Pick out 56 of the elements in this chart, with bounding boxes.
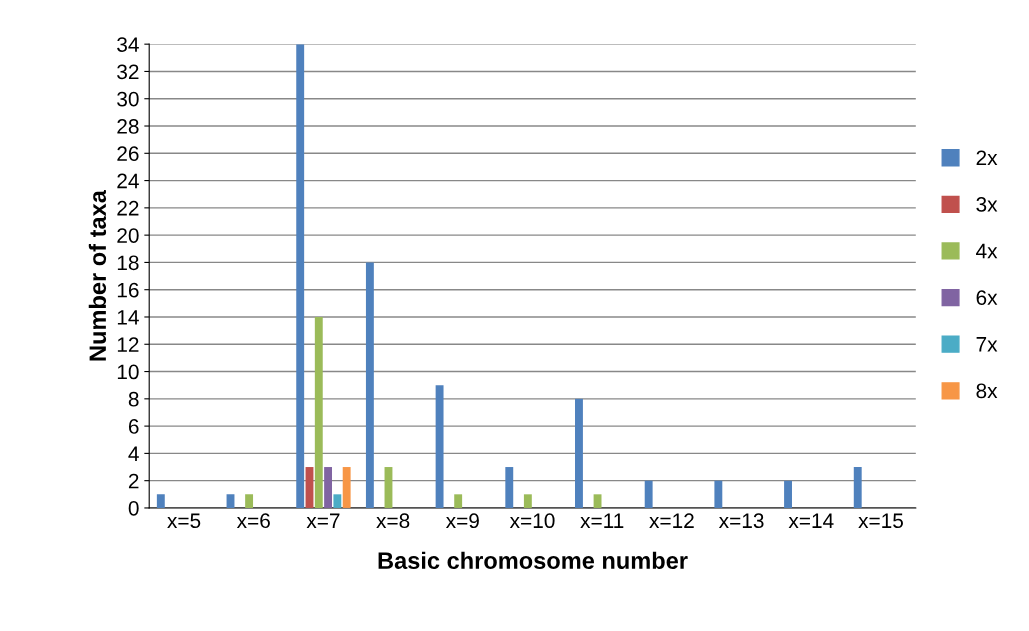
y-tick-label: 24 — [117, 173, 139, 189]
y-tick-label: 12 — [117, 337, 139, 352]
y-tick-label: 16 — [117, 282, 139, 298]
x-tick-label: x=15 — [858, 513, 903, 529]
bar — [342, 467, 351, 508]
bar — [575, 398, 583, 508]
bar — [435, 385, 444, 508]
x-tick-label: x=10 — [509, 513, 555, 529]
y-tick-label: 18 — [117, 255, 139, 271]
y-tick-label: 2 — [128, 473, 139, 489]
bar — [505, 467, 514, 508]
y-tick-label: 0 — [128, 500, 139, 516]
y-axis-title: Number of taxa — [88, 189, 107, 361]
legend-label: 6x — [976, 290, 998, 306]
bar — [156, 494, 165, 508]
legend-label: 3x — [976, 197, 998, 212]
bar — [593, 494, 602, 508]
legend-label: 7x — [976, 337, 998, 352]
bar — [853, 467, 862, 508]
bar — [454, 494, 463, 508]
x-tick-label: x=11 — [580, 513, 624, 528]
y-tick-label: 22 — [117, 200, 139, 216]
y-tick-label: 14 — [117, 310, 139, 325]
y-tick-label: 34 — [117, 37, 139, 52]
bar — [523, 494, 532, 508]
bar — [714, 480, 723, 508]
legend-label: 8x — [976, 383, 998, 399]
bar — [296, 44, 305, 508]
y-tick-label: 30 — [117, 91, 139, 107]
bar — [324, 467, 333, 508]
bar — [226, 494, 235, 508]
y-tick-label: 4 — [128, 446, 139, 461]
legend-label: 2x — [976, 150, 998, 165]
y-tick-label: 8 — [128, 391, 139, 407]
x-tick-label: x=7 — [306, 513, 340, 528]
y-tick-label: 10 — [117, 364, 139, 380]
y-tick-label: 28 — [117, 119, 139, 134]
x-tick-label: x=8 — [376, 513, 410, 529]
x-tick-label: x=6 — [236, 513, 270, 529]
bar — [784, 480, 792, 508]
x-tick-label: x=14 — [788, 513, 834, 528]
bar — [333, 494, 342, 508]
x-tick-label: x=12 — [649, 513, 694, 528]
bar — [365, 262, 374, 508]
x-tick-label: x=5 — [167, 513, 201, 529]
x-tick-label: x=9 — [445, 513, 479, 529]
bar — [245, 494, 254, 508]
bar — [644, 480, 653, 508]
x-axis-title: Basic chromosome number — [378, 551, 688, 570]
y-tick-label: 20 — [117, 228, 139, 243]
y-tick-label: 26 — [117, 146, 139, 162]
y-tick-label: 32 — [117, 64, 139, 80]
y-tick-label: 6 — [128, 419, 139, 434]
bar — [314, 316, 323, 508]
x-tick-label: x=13 — [718, 513, 764, 529]
legend-label: 4x — [976, 243, 998, 259]
